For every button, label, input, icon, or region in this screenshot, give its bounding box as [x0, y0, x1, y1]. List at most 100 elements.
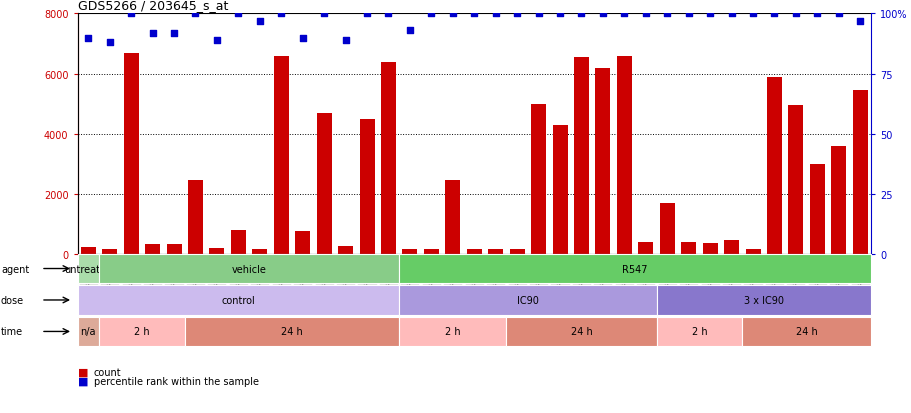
Bar: [573, 58, 589, 254]
Bar: [338, 246, 353, 254]
Bar: [830, 146, 845, 254]
Bar: [552, 125, 567, 254]
Bar: [273, 57, 289, 254]
Bar: [295, 232, 310, 254]
FancyBboxPatch shape: [99, 317, 185, 347]
Point: [638, 11, 652, 18]
Point: [681, 11, 695, 18]
FancyBboxPatch shape: [399, 317, 506, 347]
Point: [381, 11, 395, 18]
Bar: [188, 180, 203, 254]
Text: ■: ■: [77, 367, 88, 377]
Bar: [167, 244, 181, 254]
Bar: [809, 164, 824, 254]
Point: [167, 30, 181, 37]
Point: [831, 11, 845, 18]
Bar: [466, 249, 481, 254]
Point: [273, 11, 288, 18]
Text: 3 x IC90: 3 x IC90: [743, 295, 783, 305]
FancyBboxPatch shape: [99, 254, 399, 284]
FancyBboxPatch shape: [506, 317, 656, 347]
Point: [402, 28, 416, 35]
Text: 2 h: 2 h: [134, 327, 149, 337]
Point: [210, 38, 224, 44]
Bar: [145, 244, 160, 254]
Bar: [359, 119, 374, 254]
Point: [552, 11, 567, 18]
Point: [509, 11, 524, 18]
Point: [702, 11, 717, 18]
Text: GDS5266 / 203645_s_at: GDS5266 / 203645_s_at: [77, 0, 228, 12]
Bar: [381, 62, 395, 254]
Bar: [81, 247, 96, 254]
FancyBboxPatch shape: [399, 254, 870, 284]
Point: [595, 11, 609, 18]
Text: time: time: [1, 327, 23, 337]
Text: 24 h: 24 h: [281, 327, 302, 337]
Bar: [681, 242, 695, 254]
Text: ■: ■: [77, 376, 88, 386]
Bar: [595, 68, 609, 254]
Text: control: control: [221, 295, 255, 305]
Text: 24 h: 24 h: [570, 327, 591, 337]
Point: [531, 11, 546, 18]
Point: [745, 11, 760, 18]
Text: count: count: [94, 367, 121, 377]
Point: [617, 11, 631, 18]
Point: [338, 38, 353, 44]
Point: [488, 11, 503, 18]
Bar: [487, 249, 503, 254]
FancyBboxPatch shape: [185, 317, 399, 347]
Point: [766, 11, 781, 18]
Point: [852, 18, 866, 25]
Bar: [852, 91, 866, 254]
Bar: [402, 249, 417, 254]
Bar: [316, 113, 332, 254]
Point: [445, 11, 459, 18]
Bar: [252, 249, 267, 254]
Point: [124, 11, 138, 18]
Bar: [766, 77, 781, 254]
Point: [102, 40, 117, 47]
Point: [145, 30, 159, 37]
Point: [788, 11, 803, 18]
Bar: [509, 249, 524, 254]
Bar: [102, 249, 117, 254]
Text: n/a: n/a: [80, 327, 96, 337]
Point: [316, 11, 331, 18]
FancyBboxPatch shape: [656, 285, 870, 315]
FancyBboxPatch shape: [656, 317, 742, 347]
Text: vehicle: vehicle: [231, 264, 266, 274]
Text: agent: agent: [1, 264, 29, 274]
Text: R547: R547: [621, 264, 647, 274]
Bar: [210, 248, 224, 254]
Point: [252, 18, 267, 25]
Text: percentile rank within the sample: percentile rank within the sample: [94, 376, 259, 386]
Point: [188, 11, 202, 18]
FancyBboxPatch shape: [77, 254, 99, 284]
Point: [424, 11, 438, 18]
Point: [466, 11, 481, 18]
Point: [574, 11, 589, 18]
FancyBboxPatch shape: [77, 285, 399, 315]
Point: [660, 11, 674, 18]
Bar: [230, 230, 246, 254]
Bar: [744, 249, 760, 254]
Bar: [659, 203, 674, 254]
Bar: [445, 180, 460, 254]
Bar: [723, 241, 738, 254]
Text: 2 h: 2 h: [691, 327, 706, 337]
FancyBboxPatch shape: [742, 317, 870, 347]
FancyBboxPatch shape: [77, 317, 99, 347]
Text: IC90: IC90: [517, 295, 538, 305]
Bar: [616, 57, 631, 254]
Text: 2 h: 2 h: [445, 327, 460, 337]
Point: [81, 35, 96, 42]
Bar: [424, 249, 438, 254]
Point: [295, 35, 310, 42]
Text: untreated: untreated: [64, 264, 112, 274]
Bar: [638, 242, 652, 254]
Text: 24 h: 24 h: [795, 327, 816, 337]
Bar: [124, 53, 138, 254]
Text: dose: dose: [1, 295, 24, 305]
